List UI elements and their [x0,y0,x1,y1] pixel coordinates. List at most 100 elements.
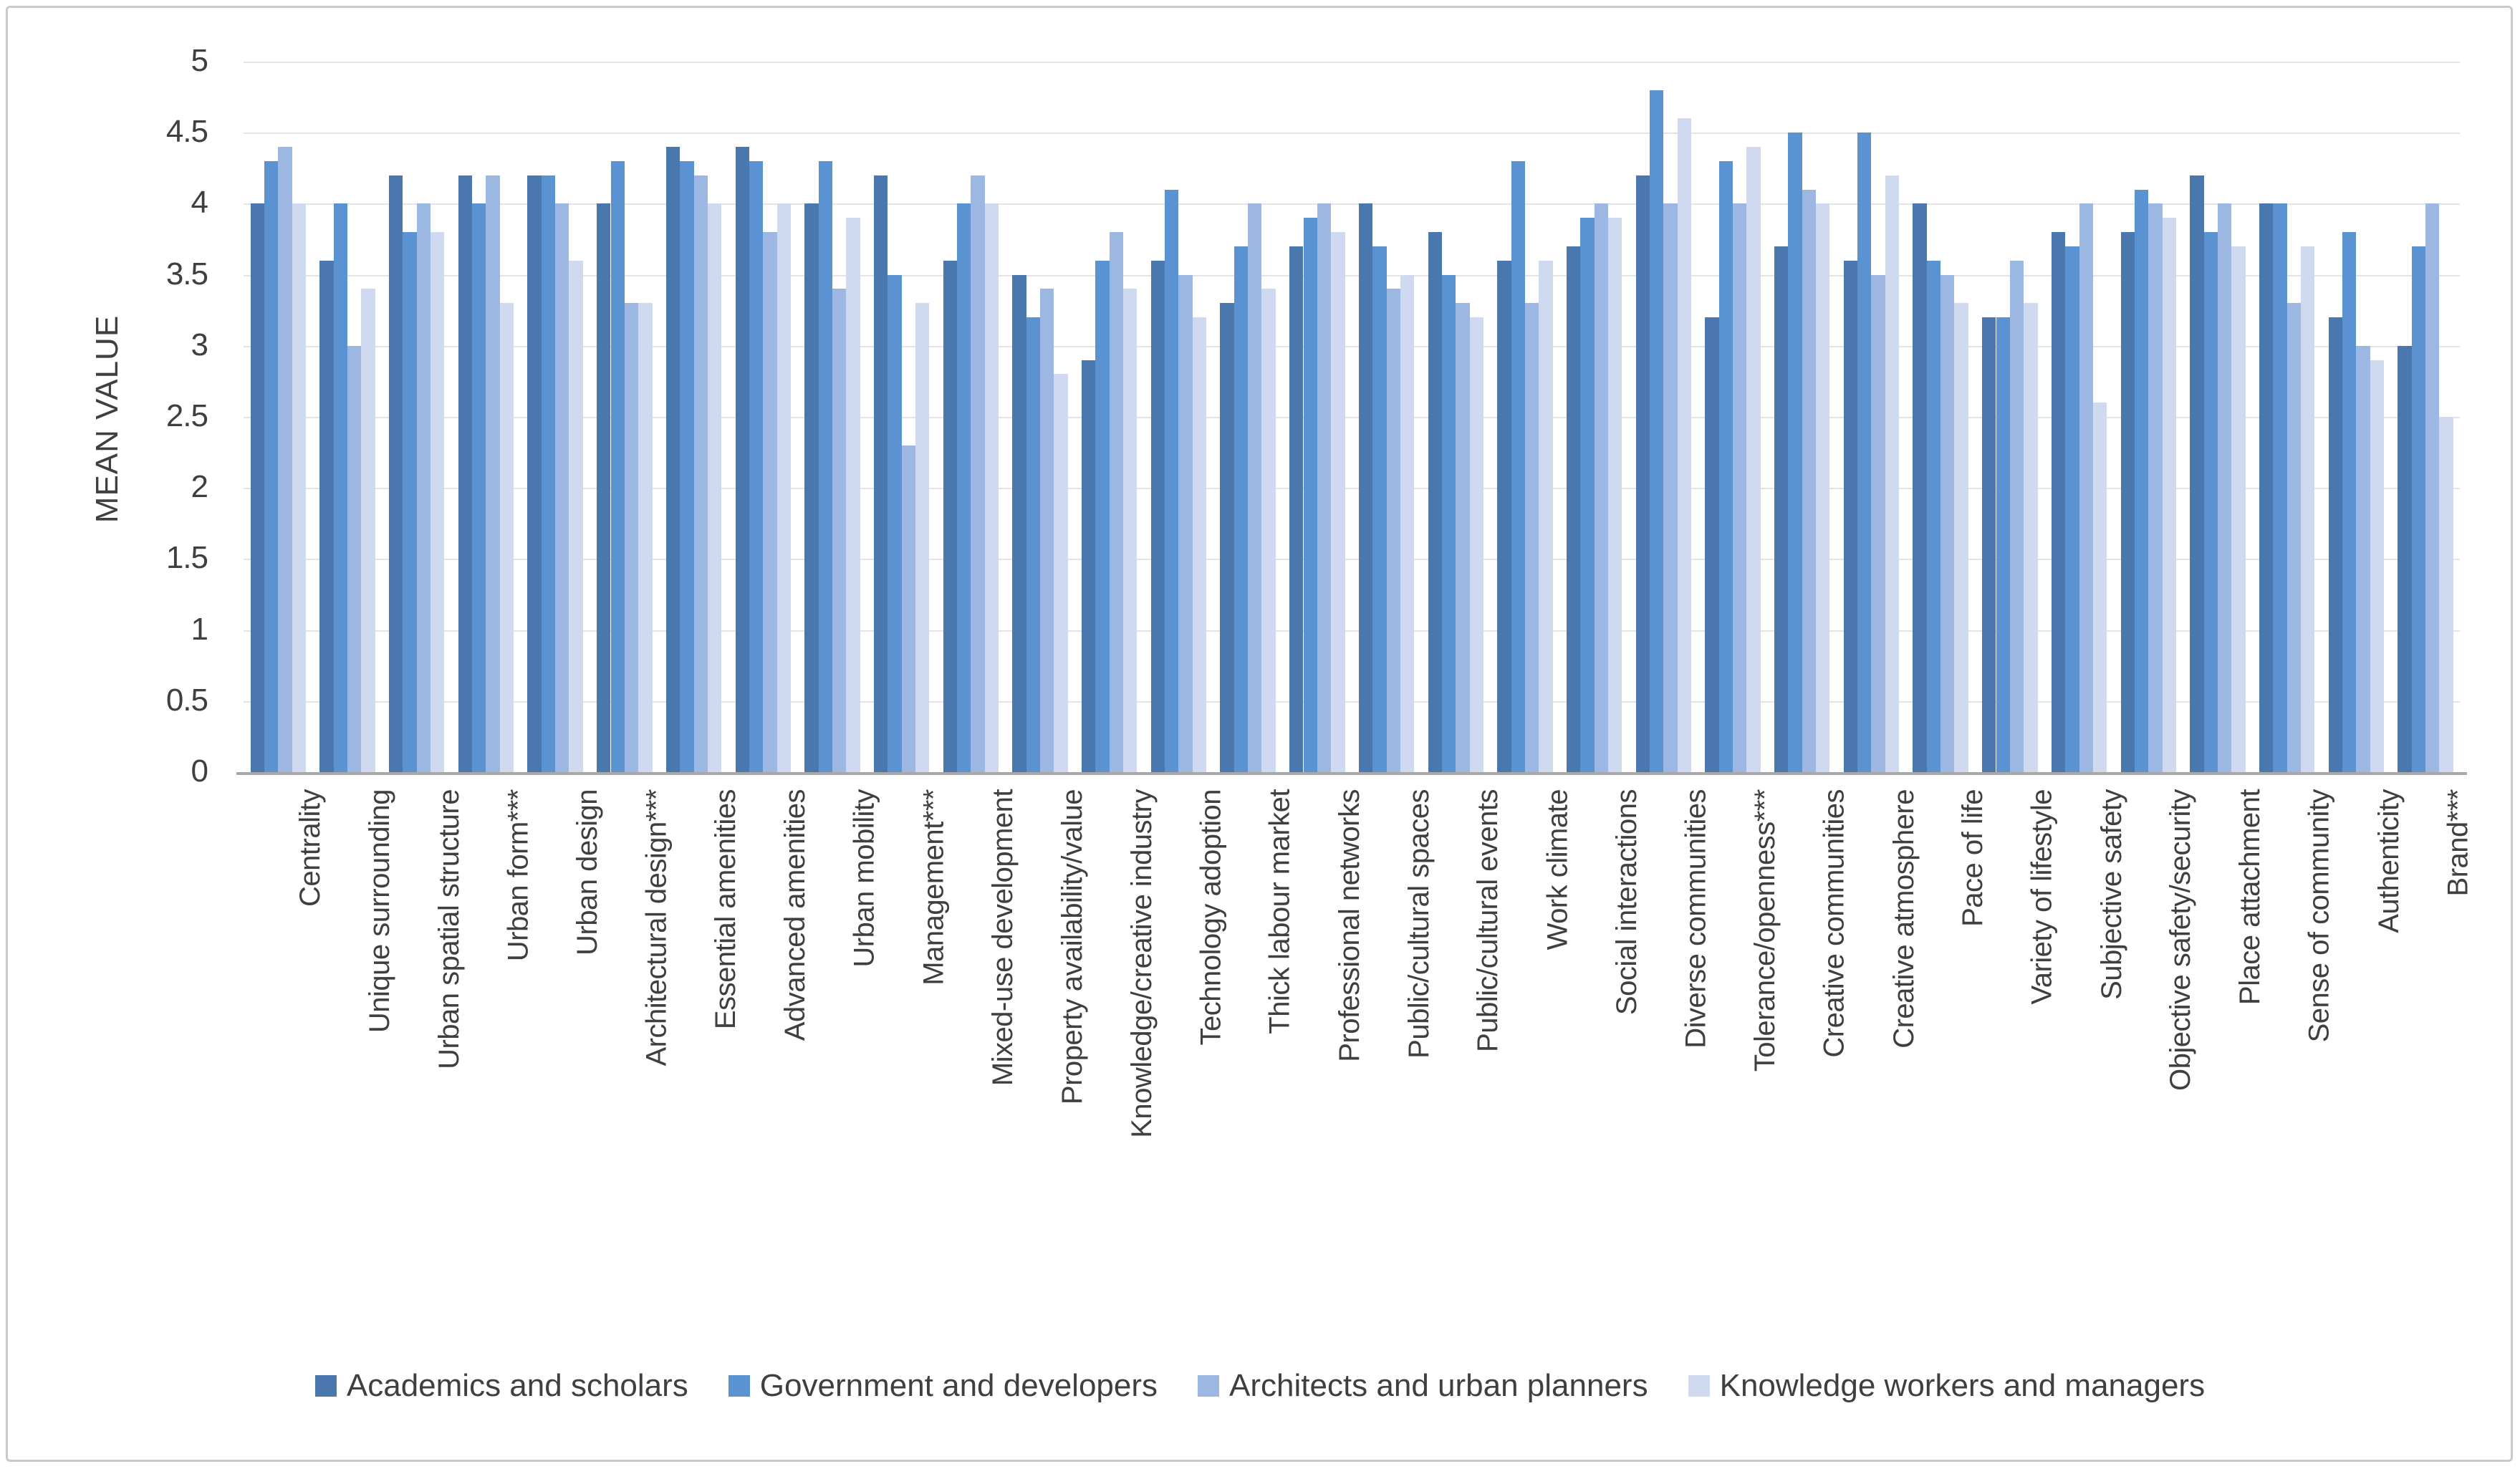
bar-government-and-developers [1511,160,1525,772]
legend-item: Academics and scholars [314,1368,688,1404]
bar-government-and-developers [264,160,279,772]
x-category-label: Creative atmosphere [1887,789,1920,1049]
bar-government-and-developers [1441,274,1456,772]
legend-item: Architects and urban planners [1198,1368,1648,1404]
bar-academics-and-scholars [2120,232,2135,772]
bar-knowledge-workers-and-managers [431,232,445,772]
y-tick-label: 3.5 [165,256,208,292]
bar-academics-and-scholars [1982,317,1996,772]
gridline [244,700,2461,703]
bar-government-and-developers [1233,246,1249,772]
bar-government-and-developers [1857,133,1872,772]
bar-government-and-developers [1996,317,2010,772]
x-category-label: Public/cultural spaces [1403,789,1435,1059]
bar-knowledge-workers-and-managers [2370,360,2385,772]
bar-academics-and-scholars [735,147,749,772]
bar-architects-and-urban-planners [1871,274,1885,772]
x-category-label: Urban mobility [848,789,880,968]
bar-architects-and-urban-planners [1733,203,1747,772]
bar-architects-and-urban-planners [624,303,639,772]
bar-academics-and-scholars [1358,203,1373,772]
bar-knowledge-workers-and-managers [2092,403,2107,772]
bar-architects-and-urban-planners [1178,274,1193,772]
bar-academics-and-scholars [2398,345,2412,772]
bar-knowledge-workers-and-managers [569,260,583,772]
bar-knowledge-workers-and-managers [1123,289,1138,772]
x-category-label: Diverse communities [1680,789,1712,1049]
bar-knowledge-workers-and-managers [1400,274,1415,772]
bar-academics-and-scholars [2259,203,2274,772]
bar-knowledge-workers-and-managers [1054,374,1068,772]
x-category-label: Authenticity [2372,789,2405,933]
bar-government-and-developers [541,175,556,772]
legend: Academics and scholars Government and dev… [0,1357,2520,1415]
bar-government-and-developers [1650,90,1664,772]
x-category-label: Urban design [572,789,604,955]
bar-academics-and-scholars [1843,260,1858,772]
legend-label: Knowledge workers and managers [1719,1368,2206,1403]
bar-knowledge-workers-and-managers [707,203,722,772]
bar-architects-and-urban-planners [1663,203,1678,772]
bar-architects-and-urban-planners [832,289,847,772]
bar-academics-and-scholars [250,203,264,772]
legend-swatch-icon [1198,1375,1220,1397]
bar-architects-and-urban-planners [486,175,500,772]
x-axis-line [236,772,2468,775]
x-category-label: Knowledge/creative industry [1125,789,1158,1138]
bar-government-and-developers [680,160,694,772]
x-category-label: Brand*** [2442,789,2474,897]
legend-swatch-icon [1688,1375,1710,1397]
bar-government-and-developers [472,203,486,772]
bar-academics-and-scholars [873,175,888,772]
bar-knowledge-workers-and-managers [984,203,999,772]
bar-architects-and-urban-planners [763,232,777,772]
bar-architects-and-urban-planners [1456,303,1470,772]
x-category-label: Technology adoption [1195,789,1227,1046]
bar-academics-and-scholars [1150,260,1165,772]
bar-knowledge-workers-and-managers [292,203,307,772]
bar-government-and-developers [2411,246,2426,772]
bar-knowledge-workers-and-managers [1816,203,1830,772]
bar-knowledge-workers-and-managers [846,218,860,772]
bar-government-and-developers [1372,246,1387,772]
bar-academics-and-scholars [1220,303,1234,772]
bar-government-and-developers [1026,317,1041,772]
bar-government-and-developers [1303,218,1317,772]
bar-architects-and-urban-planners [2217,203,2232,772]
gridline [244,488,2461,490]
bar-government-and-developers [1926,260,1941,772]
bar-academics-and-scholars [597,203,611,772]
x-category-label: Pace of life [1957,789,1989,927]
bar-academics-and-scholars [1774,246,1789,772]
gridline [244,133,2461,135]
gridline [244,559,2461,561]
y-tick-label: 3 [191,327,208,362]
bar-architects-and-urban-planners [1941,274,1955,772]
bar-academics-and-scholars [1497,260,1511,772]
bar-government-and-developers [2134,189,2149,772]
bar-government-and-developers [610,160,625,772]
y-tick-label: 4.5 [165,114,208,150]
bar-academics-and-scholars [1913,203,1927,772]
bar-government-and-developers [333,203,348,772]
bar-knowledge-workers-and-managers [499,303,514,772]
bar-knowledge-workers-and-managers [1885,175,1900,772]
gridline [244,203,2461,206]
bar-architects-and-urban-planners [1386,289,1400,772]
bar-academics-and-scholars [1428,232,1442,772]
bar-government-and-developers [2273,203,2287,772]
bar-knowledge-workers-and-managers [915,303,930,772]
x-category-label: Place attachment [2233,789,2266,1006]
bar-knowledge-workers-and-managers [1261,289,1276,772]
y-tick-label: 4 [191,185,208,221]
x-category-label: Property availability/value [1057,789,1089,1105]
bar-academics-and-scholars [2328,317,2342,772]
bar-architects-and-urban-planners [555,203,569,772]
bar-architects-and-urban-planners [693,175,708,772]
x-category-label: Advanced amenities [779,789,812,1041]
bar-government-and-developers [749,160,764,772]
bar-academics-and-scholars [1012,274,1026,772]
x-category-label: Variety of lifestyle [2026,789,2058,1005]
bar-academics-and-scholars [2051,232,2066,772]
bar-architects-and-urban-planners [2286,303,2301,772]
